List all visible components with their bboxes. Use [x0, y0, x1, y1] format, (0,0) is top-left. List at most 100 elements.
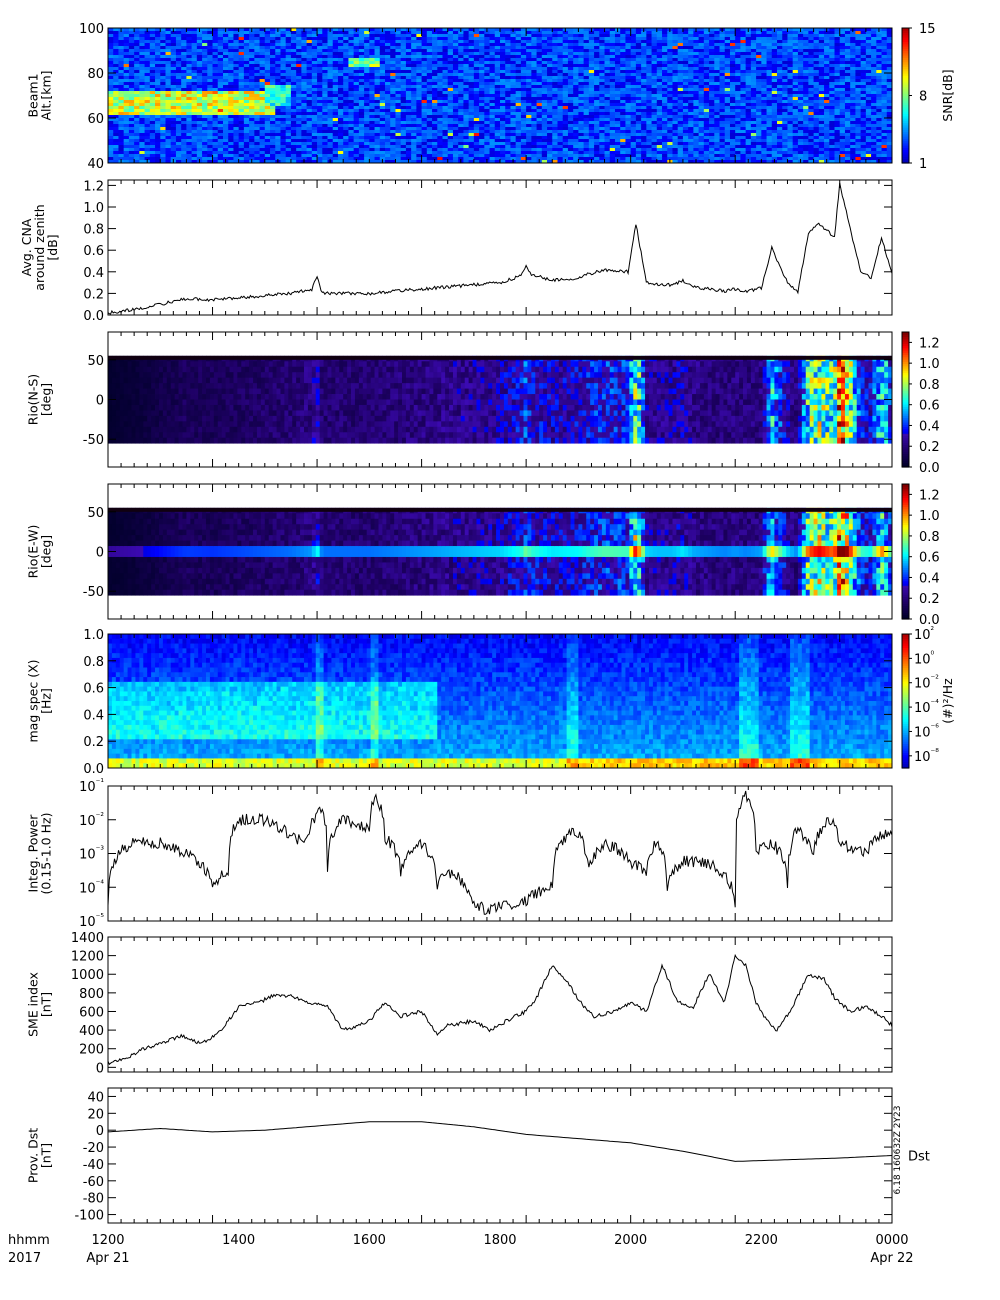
snr-cell	[385, 124, 391, 128]
snr-cell	[128, 103, 135, 107]
snr-cell	[228, 103, 234, 107]
snr-cell	[463, 46, 470, 50]
snr-cell	[609, 106, 616, 110]
snr-cell	[416, 43, 422, 47]
snr-cell	[149, 70, 156, 74]
snr-cell	[165, 58, 172, 62]
snr-cell	[458, 49, 464, 53]
snr-cell	[358, 121, 365, 125]
snr-cell	[249, 37, 255, 41]
snr-cell	[259, 121, 266, 125]
snr-cell	[170, 136, 177, 140]
snr-cell	[264, 52, 271, 56]
snr-cell	[520, 142, 527, 146]
snr-cell	[641, 82, 647, 86]
snr-cell	[238, 130, 245, 134]
snr-cell	[254, 37, 260, 41]
snr-cell	[531, 154, 537, 158]
snr-cell	[202, 100, 208, 104]
snr-cell	[494, 112, 501, 116]
snr-cell	[505, 142, 511, 146]
snr-cell	[599, 139, 605, 143]
snr-cell	[337, 82, 344, 86]
snr-cell	[567, 127, 574, 131]
snr-cell	[479, 85, 485, 89]
snr-cell	[588, 52, 595, 56]
snr-cell	[599, 79, 605, 83]
snr-cell	[567, 34, 574, 38]
snr-cell	[536, 31, 543, 35]
snr-cell	[332, 148, 339, 152]
snr-cell	[238, 28, 245, 32]
snr-cell	[369, 79, 375, 83]
snr-cell	[186, 46, 193, 50]
snr-cell	[118, 154, 125, 158]
snr-cell	[353, 100, 360, 104]
snr-cell	[447, 37, 454, 41]
snr-cell	[447, 133, 454, 137]
snr-cell	[228, 106, 234, 110]
snr-cell	[635, 52, 642, 56]
snr-cell	[217, 61, 224, 65]
snr-cell	[494, 88, 501, 92]
snr-cell	[285, 151, 292, 155]
snr-cell	[337, 52, 344, 56]
snr-cell	[547, 109, 553, 113]
snr-cell	[175, 31, 182, 35]
snr-cell	[567, 88, 574, 92]
snr-cell	[547, 85, 553, 89]
snr-cell	[264, 88, 271, 92]
snr-cell	[484, 73, 490, 77]
snr-cell	[541, 145, 548, 149]
snr-cell	[202, 133, 208, 137]
snr-cell	[536, 136, 543, 140]
snr-cell	[186, 112, 193, 116]
snr-cell	[280, 91, 287, 95]
snr-cell	[479, 124, 485, 128]
snr-cell	[332, 70, 339, 74]
snr-cell	[405, 103, 412, 107]
snr-cell	[494, 133, 501, 137]
snr-cell	[108, 31, 114, 35]
snr-cell	[625, 97, 632, 101]
snr-cell	[249, 142, 255, 146]
snr-cell	[296, 73, 302, 77]
snr-cell	[379, 64, 386, 68]
snr-cell	[405, 70, 412, 74]
snr-cell	[128, 106, 135, 110]
snr-cell	[196, 118, 203, 122]
snr-cell	[416, 58, 422, 62]
snr-cell	[520, 40, 527, 44]
snr-cell	[296, 49, 302, 53]
snr-cell	[170, 34, 177, 38]
snr-cell	[567, 115, 574, 119]
snr-cell	[682, 124, 689, 128]
snr-cell	[437, 118, 443, 122]
snr-cell	[562, 70, 569, 74]
snr-cell	[353, 103, 360, 107]
snr-cell	[196, 31, 203, 35]
snr-cell	[175, 142, 182, 146]
snr-cell	[583, 136, 590, 140]
snr-cell	[264, 142, 271, 146]
snr-cell	[155, 100, 161, 104]
snr-cell	[243, 142, 250, 146]
snr-cell	[547, 100, 553, 104]
snr-cell	[175, 49, 182, 53]
snr-cell	[337, 142, 344, 146]
snr-cell	[604, 97, 611, 101]
snr-cell	[672, 127, 679, 131]
snr-cell	[473, 106, 480, 110]
snr-cell	[573, 46, 579, 50]
snr-cell	[541, 157, 548, 161]
snr-cell	[646, 136, 652, 140]
snr-cell	[609, 121, 616, 125]
snr-cell	[562, 37, 569, 41]
snr-cell	[552, 88, 558, 92]
snr-cell	[614, 76, 621, 80]
snr-cell	[196, 61, 203, 65]
snr-cell	[228, 139, 234, 143]
snr-cell	[128, 124, 135, 128]
snr-cell	[207, 145, 213, 149]
snr-cell	[374, 121, 381, 125]
